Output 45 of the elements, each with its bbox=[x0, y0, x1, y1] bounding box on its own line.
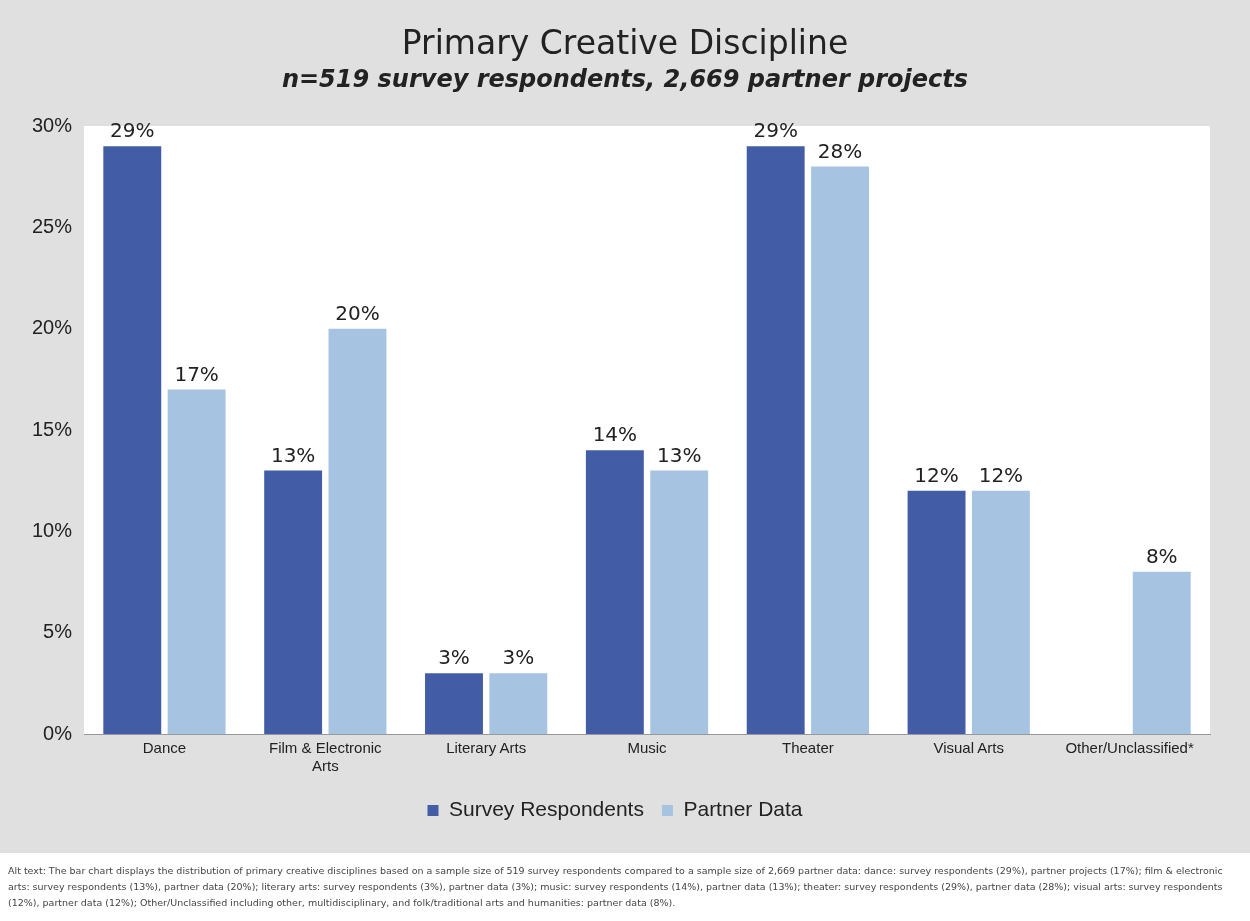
chart-title: Primary Creative Discipline bbox=[400, 22, 850, 62]
data-label: 14% bbox=[592, 422, 638, 447]
y-tick-label: 5% bbox=[43, 620, 73, 643]
bar bbox=[425, 673, 483, 734]
bar bbox=[167, 389, 226, 734]
data-label: 3% bbox=[502, 645, 535, 670]
data-label: 12% bbox=[914, 463, 959, 487]
bar bbox=[811, 166, 869, 734]
bar bbox=[746, 146, 805, 734]
x-tick-label: Dance bbox=[142, 739, 187, 757]
x-tick-label: Film & Electronic Arts bbox=[269, 739, 383, 775]
y-tick-label: 0% bbox=[43, 721, 73, 744]
data-label: 13% bbox=[656, 442, 702, 467]
x-tick-label: Visual Arts bbox=[933, 739, 1005, 757]
data-label: 3% bbox=[438, 645, 470, 670]
chart-subtitle: n=519 survey respondents, 2,669 partner projects bbox=[280, 64, 970, 95]
x-tick-label: Other/Unclassified* bbox=[1065, 739, 1194, 757]
y-tick-label: 25% bbox=[32, 214, 73, 237]
y-tick-label: 20% bbox=[32, 316, 73, 339]
bar bbox=[971, 490, 1030, 734]
data-label: 28% bbox=[817, 138, 863, 163]
x-tick-label: Theater bbox=[782, 739, 834, 757]
bar bbox=[264, 470, 323, 734]
y-tick-label: 10% bbox=[32, 518, 73, 541]
bar bbox=[328, 328, 387, 734]
bar bbox=[489, 673, 548, 734]
text: Alt text: The bar chart displays the distribution of primary creative disciplines based on a sample size of 519 survey respondents compared to a sample size of 2,669 partner data: dance: survey respondents (29%), partner projects (17%); film & electronic arts: survey respondents (13%), partner data (20%); literary arts: survey respondents (3%), partner data (3%); music: survey respondents (14%), partner data (13%); theater: survey respondents (29%), partner data (28%); visual arts: survey respondents (12%), partner data (12%); Other/Unclassified including other, multidisciplinary, and folk/traditional arts and humanities: partner data (8%). bbox=[8, 864, 1224, 910]
bar bbox=[907, 490, 966, 734]
y-tick-label: 30% bbox=[32, 113, 73, 136]
bar bbox=[103, 146, 162, 734]
bar bbox=[585, 450, 644, 734]
x-tick-label: Music bbox=[627, 739, 668, 757]
data-label: 29% bbox=[110, 118, 155, 143]
data-label: 12% bbox=[978, 463, 1024, 487]
data-label: 8% bbox=[1145, 544, 1178, 569]
data-label: 13% bbox=[270, 442, 316, 467]
legend-label: Survey Respondents bbox=[449, 797, 644, 821]
data-label: 29% bbox=[753, 118, 798, 143]
data-label: 17% bbox=[174, 361, 219, 386]
bar bbox=[650, 470, 709, 734]
legend-label: Partner Data bbox=[683, 797, 803, 821]
data-label: 20% bbox=[335, 300, 380, 325]
y-tick-label: 15% bbox=[32, 417, 73, 440]
x-tick-label: Literary Arts bbox=[446, 739, 527, 757]
bar bbox=[1132, 571, 1191, 734]
